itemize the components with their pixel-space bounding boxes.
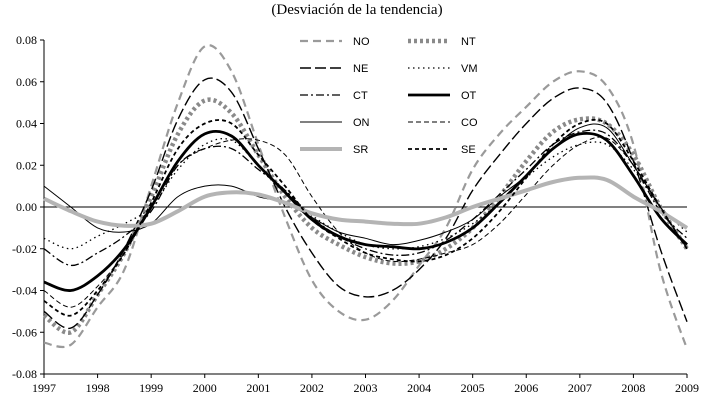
legend-label-vm: VM [461,63,478,75]
legend-label-ct: CT [353,90,368,102]
x-tick-label: 2006 [514,381,538,395]
chart-title: (Desviación de la tendencia) [271,2,442,18]
x-tick-label: 1999 [139,381,163,395]
series-line-nt [42,97,689,335]
legend: NO NT NE VM CT OT ON CO SR SE [300,36,478,156]
y-tick-label: 0.06 [16,75,37,89]
series-line-no [43,44,689,350]
series-line-ne [43,77,688,330]
x-tick-label: 2008 [621,381,645,395]
x-tick-label: 1997 [32,381,56,395]
x-tick-label: 2001 [246,381,270,395]
series-line-sr [43,175,689,230]
x-tick-label: 2002 [300,381,324,395]
legend-label-sr: SR [353,144,368,156]
legend-label-co: CO [461,117,478,129]
legend-label-ot: OT [461,90,477,102]
y-tick-label: -0.06 [12,325,37,339]
series-line-se [43,118,688,317]
x-tick-label: 2004 [407,381,431,395]
y-tick-label: 0.00 [16,200,37,214]
legend-label-nt: NT [461,36,476,48]
y-tick-label: 0.02 [16,158,37,172]
y-tick-label: -0.04 [12,284,37,298]
y-tick-label: 0.08 [16,33,37,47]
x-tick-label: 2003 [354,381,378,395]
series-layer [42,44,689,350]
y-tick-label: -0.02 [12,242,37,256]
y-tick-label: -0.08 [12,367,37,381]
x-tick-label: 2005 [461,381,485,395]
legend-label-ne: NE [353,63,368,75]
legend-label-se: SE [461,144,476,156]
series-line-ct [43,129,688,267]
x-tick-label: 1998 [86,381,110,395]
x-tick-label: 2007 [568,381,592,395]
legend-label-no: NO [353,36,370,48]
x-tick-label: 2009 [675,381,699,395]
axes: -0.08 -0.06 -0.04 -0.02 0.00 0.02 0.04 0.06 0.08… [12,33,699,395]
x-tick-label: 2000 [193,381,217,395]
legend-label-on: ON [353,117,370,129]
y-tick-label: 0.04 [16,117,37,131]
